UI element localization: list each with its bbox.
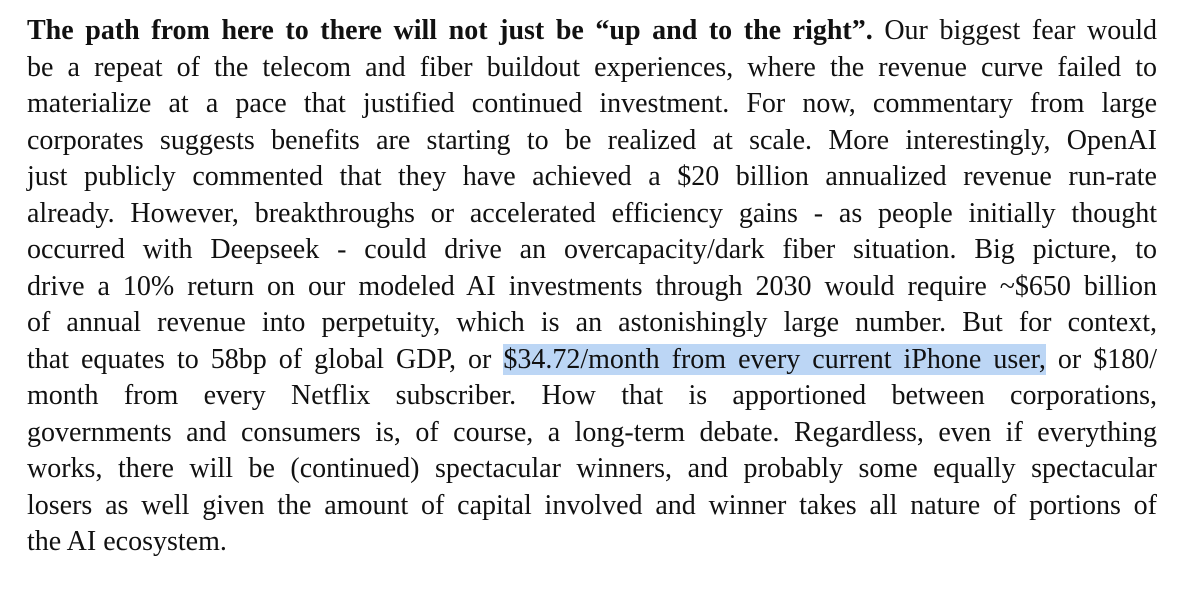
text-line: of annual revenue into perpetuity, which…: [27, 305, 1157, 342]
text-line: drive a 10% return on our modeled AI inv…: [27, 269, 1157, 306]
text-segment: or $180/: [1045, 343, 1157, 375]
text-line: just publicly commented that they have a…: [27, 159, 1157, 196]
text-segment: the AI ecosystem.: [27, 526, 227, 557]
text-segment: occurred with Deepseek - could drive an …: [27, 234, 1157, 265]
text-line: corporates suggests benefits are startin…: [27, 123, 1157, 160]
text-line: occurred with Deepseek - could drive an …: [27, 232, 1157, 269]
text-segment: governments and consumers is, of course,…: [27, 416, 1157, 448]
text-segment: Our biggest fear would: [872, 15, 1157, 46]
highlighted-text: $34.72/month from every current iPhone u…: [503, 343, 1046, 375]
text-segment: corporates suggests benefits are startin…: [27, 124, 1157, 156]
text-line: already. However, breakthroughs or accel…: [27, 196, 1157, 233]
text-segment: materialize at a pace that justified con…: [27, 88, 1157, 119]
text-segment: already. However, breakthroughs or accel…: [27, 197, 1157, 229]
text-line: materialize at a pace that justified con…: [27, 86, 1157, 123]
bold-lead-sentence: The path from here to there will not jus…: [27, 15, 873, 46]
text-segment: be a repeat of the telecom and fiber bui…: [27, 51, 1157, 83]
text-segment: month from every Netflix subscriber. How…: [27, 380, 1157, 411]
text-segment: that equates to 58bp of global GDP, or: [27, 343, 504, 375]
text-segment: losers as well given the amount of capit…: [27, 489, 1157, 521]
document-paragraph: The path from here to there will not jus…: [27, 13, 1157, 561]
text-line: that equates to 58bp of global GDP, or $…: [27, 342, 1157, 379]
text-segment: works, there will be (continued) spectac…: [27, 453, 1157, 484]
text-line: The path from here to there will not jus…: [27, 13, 1157, 50]
text-line: works, there will be (continued) spectac…: [27, 451, 1157, 488]
text-segment: just publicly commented that they have a…: [27, 161, 1157, 192]
text-line: be a repeat of the telecom and fiber bui…: [27, 50, 1157, 87]
text-line: governments and consumers is, of course,…: [27, 415, 1157, 452]
text-segment: drive a 10% return on our modeled AI inv…: [27, 270, 1157, 302]
text-line: losers as well given the amount of capit…: [27, 488, 1157, 525]
text-segment: of annual revenue into perpetuity, which…: [27, 307, 1157, 338]
text-line: the AI ecosystem.: [27, 524, 1157, 561]
text-line: month from every Netflix subscriber. How…: [27, 378, 1157, 415]
